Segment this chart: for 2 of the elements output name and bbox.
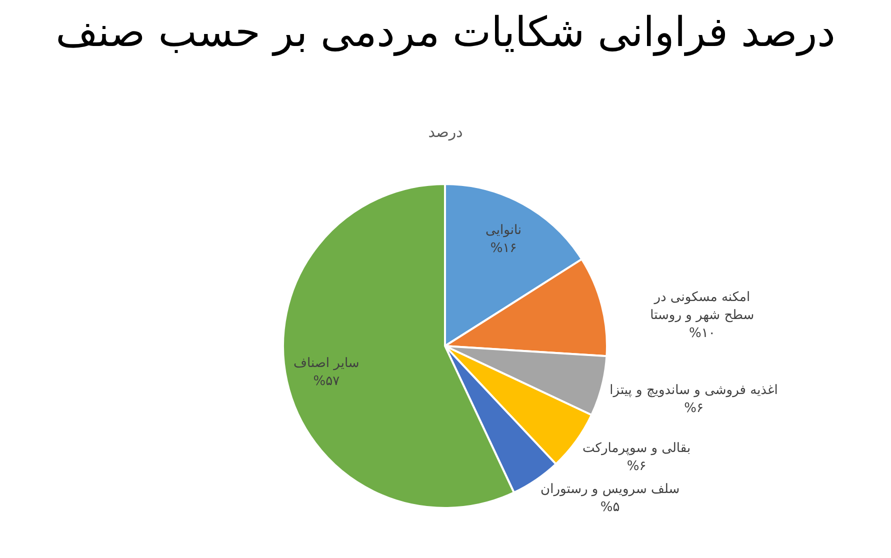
subtitle: درصد: [427, 122, 464, 142]
title: درصد فراوانی شکایات مردمی بر حسب صنف: [54, 7, 836, 58]
